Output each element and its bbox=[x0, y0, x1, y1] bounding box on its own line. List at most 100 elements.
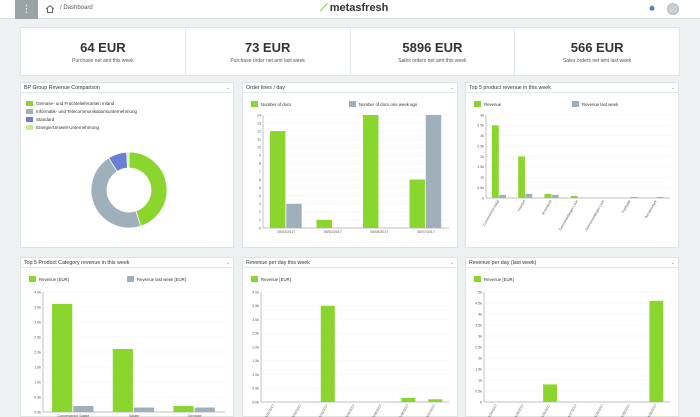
y-tick-label: 5 bbox=[259, 186, 261, 190]
revenue-last-week-chart: Revenue [EUR] 0 0.5k 1k 1.5k 2k 2.5k 3k 3.5k 4k 4.… bbox=[474, 276, 670, 417]
order-lines-card: Order lines / day ⌄ Number of docs Number… bbox=[242, 82, 458, 248]
chevron-down-icon[interactable]: ⌄ bbox=[449, 85, 454, 91]
x-tick-label: 05/06/2017 bbox=[370, 230, 388, 234]
top5-product-chart: Revenue Revenue last week 0 0.5k 1k 1.5k 2k 2.5… bbox=[474, 101, 670, 231]
y-tick-label: 1.0k bbox=[252, 373, 259, 377]
bar bbox=[112, 349, 133, 412]
y-tick-label: 2.5k bbox=[252, 332, 259, 336]
bar bbox=[425, 115, 442, 228]
y-tick-label: 13 bbox=[257, 121, 261, 125]
legend-item[interactable]: Energie/Umwelt-Unternehmung bbox=[26, 123, 137, 131]
bar bbox=[499, 194, 507, 198]
legend-swatch bbox=[572, 101, 579, 107]
x-tick-label: 06/02/2017 bbox=[324, 230, 342, 234]
legend-label: Revenue [EUR] bbox=[39, 277, 69, 282]
bar bbox=[428, 399, 443, 402]
bar bbox=[362, 115, 379, 228]
legend-swatch bbox=[29, 276, 36, 282]
y-tick-label: 0 bbox=[482, 196, 484, 200]
legend-item[interactable]: Standard bbox=[26, 115, 137, 123]
kpi-tile[interactable]: 73 EUR Purchase order net amt last week bbox=[186, 28, 351, 75]
bar bbox=[570, 195, 578, 198]
legend-label: Revenue [EUR] bbox=[261, 277, 291, 282]
bar bbox=[316, 219, 332, 228]
x-tick-label: 04/24/2017 bbox=[486, 403, 498, 417]
y-tick-label: 14 bbox=[257, 113, 261, 117]
bar bbox=[543, 384, 558, 402]
card-header: Top 5 product revenue in this week ⌄ bbox=[466, 83, 678, 93]
bar bbox=[52, 304, 73, 412]
chevron-down-icon[interactable]: ⌄ bbox=[449, 260, 454, 266]
y-tick-label: 3.5k bbox=[477, 124, 484, 128]
kpi-tile[interactable]: 5896 EUR Sales orders net amt this week bbox=[351, 28, 516, 75]
kpi-value: 5896 EUR bbox=[402, 40, 463, 55]
card-title: Top 5 product revenue in this week bbox=[469, 85, 551, 91]
kpi-tile[interactable]: 64 EUR Purchase net amt this week bbox=[21, 28, 186, 75]
y-tick-label: 2.5k bbox=[475, 345, 482, 349]
card-header: Top 5 Product Category revenue in this w… bbox=[21, 258, 233, 268]
legend-swatch bbox=[474, 101, 481, 107]
legend-swatch bbox=[349, 101, 356, 107]
y-tick-label: 6 bbox=[259, 178, 261, 182]
home-icon[interactable] bbox=[45, 4, 55, 14]
revenue-week-chart: Revenue [EUR] 0.0k 0.5k 1.0k 1.5k 2.0k 2.5k 3.0… bbox=[251, 276, 449, 417]
bar bbox=[649, 300, 664, 402]
y-tick-label: 3.5k bbox=[252, 304, 259, 308]
bar bbox=[173, 406, 194, 412]
bar bbox=[551, 194, 559, 198]
x-tick-label: 04/30/2017 bbox=[646, 403, 658, 417]
x-tick-label: 05/04/2017 bbox=[344, 403, 356, 417]
bp-revenue-card: BP Group Revenue Comparison ⌄ Gemüse- un… bbox=[20, 82, 234, 248]
breadcrumb[interactable]: / Dashboard bbox=[60, 5, 93, 11]
top5-category-card: Top 5 Product Category revenue in this w… bbox=[20, 257, 234, 417]
y-tick-label: 4k bbox=[480, 113, 484, 117]
legend-item[interactable]: Gemüse- und Früchtelieferanten Inland bbox=[26, 99, 137, 107]
kpi-tile[interactable]: 566 EUR Sales orders net amt last week bbox=[515, 28, 679, 75]
chevron-down-icon[interactable]: ⌄ bbox=[225, 85, 230, 91]
y-tick-label: 3k bbox=[480, 134, 484, 138]
chevron-down-icon[interactable]: ⌄ bbox=[670, 85, 675, 91]
y-tick-label: 0.0k bbox=[34, 410, 41, 414]
x-tick-label: 05/05/2017 bbox=[371, 403, 383, 417]
chevron-down-icon[interactable]: ⌄ bbox=[670, 260, 675, 266]
avatar[interactable] bbox=[667, 3, 679, 15]
y-tick-label: 2k bbox=[480, 155, 484, 159]
bar bbox=[320, 305, 335, 402]
bar bbox=[491, 125, 499, 198]
y-tick-label: 0 bbox=[480, 400, 482, 404]
pie-slice bbox=[128, 151, 168, 227]
x-tick-label: Rosenkohl bbox=[541, 199, 553, 215]
grid-icon[interactable]: ⋮ bbox=[15, 0, 38, 19]
legend-label: Informatik- und Telecommunikationsuntern… bbox=[36, 108, 137, 114]
y-tick-label: 1.5k bbox=[477, 165, 484, 169]
legend-label: Revenue [EUR] bbox=[484, 277, 514, 282]
bar bbox=[630, 196, 638, 198]
card-header: Revenue per day this week ⌄ bbox=[243, 258, 457, 268]
y-tick-label: 3 bbox=[259, 202, 261, 206]
card-title: BP Group Revenue Comparison bbox=[24, 85, 100, 91]
kpi-value: 73 EUR bbox=[244, 40, 291, 55]
y-tick-label: 8 bbox=[259, 162, 261, 166]
bar bbox=[134, 407, 155, 412]
x-tick-label: 04/25/2017 bbox=[513, 403, 525, 417]
revenue-week-card: Revenue per day this week ⌄ Revenue [EUR… bbox=[242, 257, 458, 417]
y-tick-label: 4.0k bbox=[252, 290, 259, 294]
bell-icon[interactable] bbox=[649, 4, 655, 12]
y-tick-label: 0.5k bbox=[252, 387, 259, 391]
x-tick-label: 05/07/2017 bbox=[424, 403, 436, 417]
y-tick-label: 4.5k bbox=[475, 301, 482, 305]
legend-swatch bbox=[26, 116, 33, 122]
y-tick-label: 3.0k bbox=[34, 320, 41, 324]
y-tick-label: 5k bbox=[478, 290, 482, 294]
y-tick-label: 2k bbox=[478, 356, 482, 360]
pie-slice bbox=[126, 151, 130, 169]
y-tick-label: 3.5k bbox=[34, 305, 41, 309]
legend-swatch bbox=[26, 108, 33, 114]
y-tick-label: 0.0k bbox=[252, 400, 259, 404]
bar bbox=[518, 156, 526, 198]
kpi-value: 566 EUR bbox=[570, 40, 624, 55]
y-tick-label: 1k bbox=[480, 176, 484, 180]
chevron-down-icon[interactable]: ⌄ bbox=[225, 260, 230, 266]
legend-item[interactable]: Informatik- und Telecommunikationsuntern… bbox=[26, 107, 137, 115]
y-tick-label: 7 bbox=[259, 170, 261, 174]
